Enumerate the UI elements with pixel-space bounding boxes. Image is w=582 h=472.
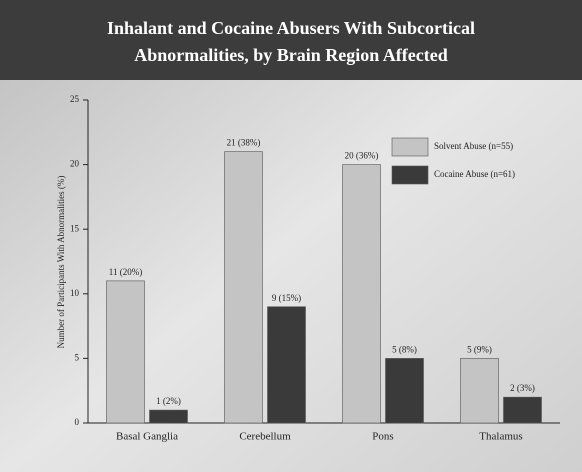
legend-label: Cocaine Abuse (n=61) <box>434 169 515 179</box>
bar <box>504 397 542 423</box>
bar <box>461 358 499 423</box>
value-label: 1 (2%) <box>156 396 181 406</box>
bar <box>386 358 424 423</box>
bar <box>343 165 381 423</box>
value-label: 21 (38%) <box>227 138 261 148</box>
value-label: 20 (36%) <box>345 151 379 161</box>
value-label: 2 (3%) <box>510 383 535 393</box>
chart: Inhalant and Cocaine Abusers With Subcor… <box>0 0 582 472</box>
y-axis-label: Number of Participants With Abnormalitie… <box>56 176 66 349</box>
y-tick-label: 20 <box>70 159 80 169</box>
y-tick-label: 10 <box>70 288 80 298</box>
value-label: 5 (8%) <box>392 344 417 354</box>
bar <box>150 410 188 423</box>
bar <box>268 307 306 423</box>
bar <box>107 281 145 423</box>
title-band <box>0 0 582 80</box>
y-tick-label: 0 <box>75 417 80 427</box>
chart-title: Abnormalities, by Brain Region Affected <box>134 45 447 65</box>
chart-title: Inhalant and Cocaine Abusers With Subcor… <box>107 18 475 38</box>
x-tick-label: Cerebellum <box>239 431 291 443</box>
y-tick-label: 15 <box>70 223 80 233</box>
legend-swatch <box>392 138 428 156</box>
x-tick-label: Pons <box>372 431 393 443</box>
x-tick-label: Basal Ganglia <box>116 431 178 443</box>
x-tick-label: Thalamus <box>479 431 522 443</box>
value-label: 11 (20%) <box>109 267 142 277</box>
y-tick-label: 25 <box>70 94 80 104</box>
value-label: 9 (15%) <box>272 293 301 303</box>
y-tick-label: 5 <box>75 352 80 362</box>
value-label: 5 (9%) <box>467 344 492 354</box>
bar <box>225 152 263 423</box>
legend-label: Solvent Abuse (n=55) <box>434 141 513 151</box>
legend-swatch <box>392 166 428 184</box>
